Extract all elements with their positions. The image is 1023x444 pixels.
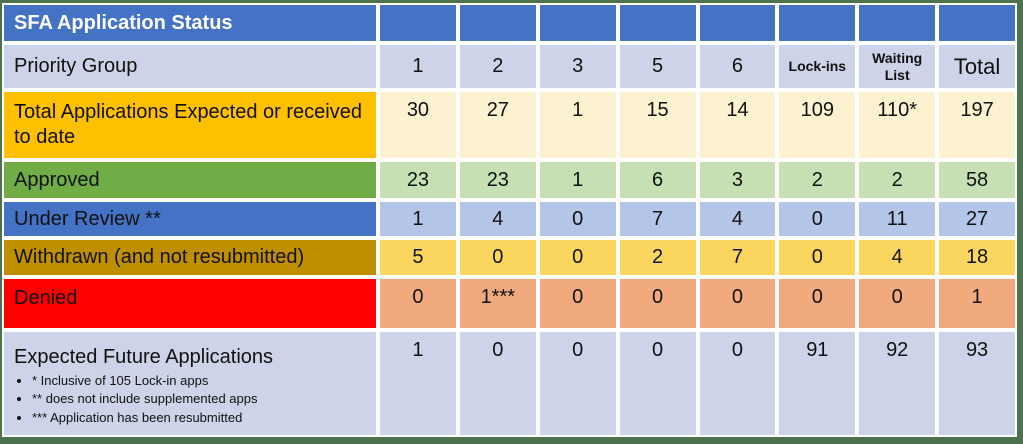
value-cell: 7 bbox=[619, 202, 696, 236]
value-cell: 5 bbox=[380, 240, 456, 275]
row-label-approved: Approved bbox=[4, 162, 376, 198]
header-cell bbox=[380, 5, 456, 41]
row-label-total-applications: Total Applications Expected or received … bbox=[4, 92, 376, 158]
header-cell bbox=[939, 5, 1015, 41]
value-cell: 1 bbox=[539, 92, 616, 158]
value-cell: 2 bbox=[619, 240, 696, 275]
value-cell: 27 bbox=[939, 202, 1015, 236]
value-cell: 4 bbox=[859, 240, 936, 275]
value-cell: 2 bbox=[779, 162, 856, 198]
value-cell: 0 bbox=[779, 279, 856, 328]
value-cell: 0 bbox=[539, 240, 616, 275]
value-cell: 1*** bbox=[459, 279, 536, 328]
footnotes-list: * Inclusive of 105 Lock-in apps ** does … bbox=[16, 373, 273, 426]
table-grid: SFA Application Status Priority Group 1 … bbox=[4, 5, 1015, 435]
value-cell: 0 bbox=[539, 202, 616, 236]
value-cell: 109 bbox=[779, 92, 856, 158]
value-cell: 1 bbox=[939, 279, 1015, 328]
table-title: SFA Application Status bbox=[4, 5, 376, 41]
value-cell: 93 bbox=[939, 332, 1015, 435]
value-cell: 0 bbox=[380, 279, 456, 328]
value-cell: 92 bbox=[859, 332, 936, 435]
value-cell: 197 bbox=[939, 92, 1015, 158]
value-cell: 1 bbox=[539, 162, 616, 198]
column-header-5: 5 bbox=[619, 45, 696, 88]
footnote: ** does not include supplemented apps bbox=[32, 391, 273, 407]
row-label-expected-future: Expected Future Applications * Inclusive… bbox=[4, 332, 376, 435]
value-cell: 58 bbox=[939, 162, 1015, 198]
header-cell bbox=[779, 5, 856, 41]
header-cell bbox=[459, 5, 536, 41]
value-cell: 0 bbox=[619, 332, 696, 435]
row-label-under-review: Under Review ** bbox=[4, 202, 376, 236]
column-header-3: 3 bbox=[539, 45, 616, 88]
column-header-waiting-list: Waiting List bbox=[859, 45, 936, 88]
value-cell: 0 bbox=[859, 279, 936, 328]
value-cell: 0 bbox=[699, 332, 776, 435]
value-cell: 0 bbox=[779, 202, 856, 236]
column-header-2: 2 bbox=[459, 45, 536, 88]
value-cell: 15 bbox=[619, 92, 696, 158]
priority-group-header: Priority Group bbox=[4, 45, 376, 88]
column-header-total: Total bbox=[939, 45, 1015, 88]
value-cell: 0 bbox=[779, 240, 856, 275]
value-cell: 11 bbox=[859, 202, 936, 236]
value-cell: 0 bbox=[459, 240, 536, 275]
value-cell: 23 bbox=[459, 162, 536, 198]
value-cell: 4 bbox=[699, 202, 776, 236]
value-cell: 0 bbox=[459, 332, 536, 435]
value-cell: 0 bbox=[539, 279, 616, 328]
value-cell: 7 bbox=[699, 240, 776, 275]
header-cell bbox=[539, 5, 616, 41]
value-cell: 14 bbox=[699, 92, 776, 158]
footnote: * Inclusive of 105 Lock-in apps bbox=[32, 373, 273, 389]
header-cell bbox=[699, 5, 776, 41]
expected-future-title: Expected Future Applications bbox=[14, 346, 274, 368]
footnote: *** Application has been resubmitted bbox=[32, 410, 273, 426]
value-cell: 18 bbox=[939, 240, 1015, 275]
value-cell: 110* bbox=[859, 92, 936, 158]
value-cell: 23 bbox=[380, 162, 456, 198]
value-cell: 27 bbox=[459, 92, 536, 158]
value-cell: 2 bbox=[859, 162, 936, 198]
row-label-denied: Denied bbox=[4, 279, 376, 328]
row-label-withdrawn: Withdrawn (and not resubmitted) bbox=[4, 240, 376, 275]
value-cell: 0 bbox=[539, 332, 616, 435]
value-cell: 6 bbox=[619, 162, 696, 198]
value-cell: 0 bbox=[699, 279, 776, 328]
value-cell: 91 bbox=[779, 332, 856, 435]
column-header-6: 6 bbox=[699, 45, 776, 88]
value-cell: 1 bbox=[380, 332, 456, 435]
value-cell: 0 bbox=[619, 279, 696, 328]
value-cell: 4 bbox=[459, 202, 536, 236]
value-cell: 30 bbox=[380, 92, 456, 158]
value-cell: 1 bbox=[380, 202, 456, 236]
value-cell: 3 bbox=[699, 162, 776, 198]
column-header-lock-ins: Lock-ins bbox=[779, 45, 856, 88]
column-header-1: 1 bbox=[380, 45, 456, 88]
header-cell bbox=[859, 5, 936, 41]
header-cell bbox=[619, 5, 696, 41]
